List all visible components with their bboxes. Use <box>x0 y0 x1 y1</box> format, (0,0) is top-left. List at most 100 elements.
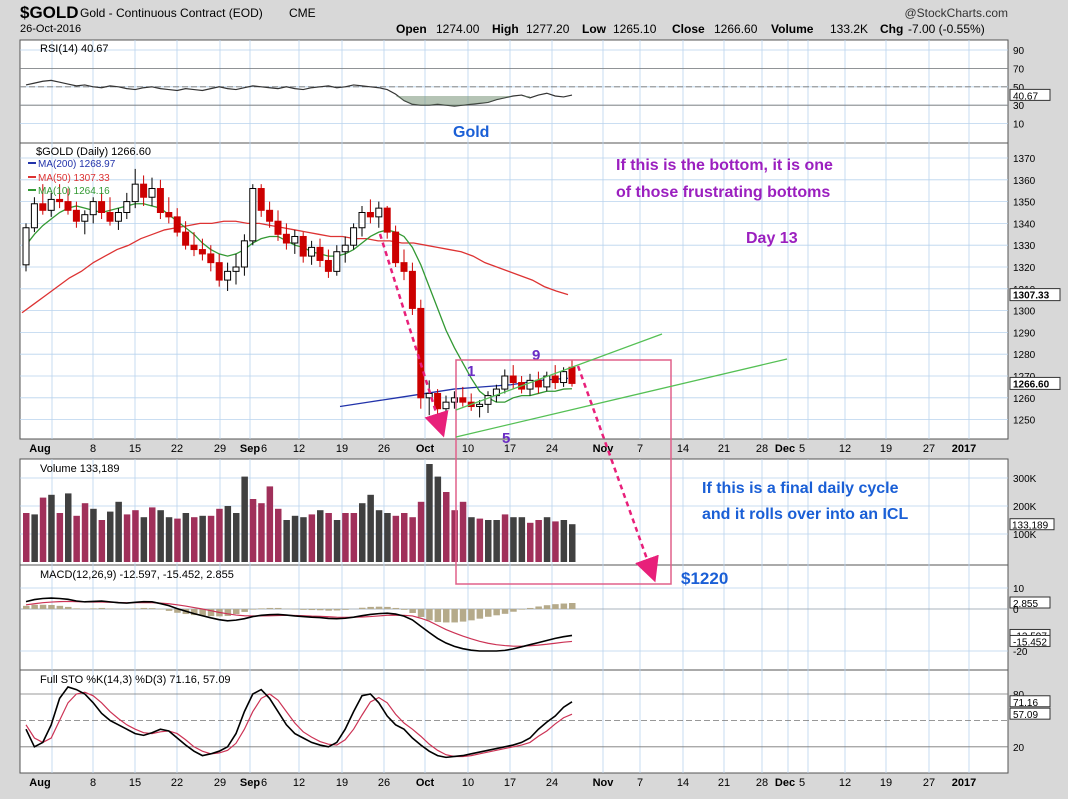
volume-bar <box>376 510 383 562</box>
candle-body <box>359 213 365 228</box>
volume-bar <box>527 523 534 562</box>
price-tick-label: 1360 <box>1013 176 1036 187</box>
x-tick-label: 21 <box>718 777 730 789</box>
candle-body <box>73 210 79 221</box>
volume-bar <box>183 513 190 562</box>
volume-bar <box>275 509 282 562</box>
volume-bar <box>359 503 366 562</box>
volume-bar <box>124 514 131 562</box>
candle-body <box>241 241 247 267</box>
candle-body <box>460 398 466 402</box>
exchange: CME <box>289 6 316 20</box>
volume-bar <box>435 477 442 562</box>
macd-histogram-bar <box>275 608 282 609</box>
x-tick-label: 29 <box>214 443 226 455</box>
x-tick-label: Aug <box>29 777 50 789</box>
macd-histogram-bar <box>519 609 526 610</box>
volume-bar <box>208 516 215 562</box>
rsi-tick-label: 30 <box>1013 101 1025 112</box>
volume-bar <box>40 498 47 562</box>
x-tick-label: 27 <box>923 777 935 789</box>
x-tick-label: 12 <box>839 443 851 455</box>
macd-histogram-bar <box>477 609 484 619</box>
volume-bar <box>502 514 509 562</box>
x-tick-label: Dec <box>775 443 795 455</box>
low-label: Low <box>582 22 607 36</box>
macd-histogram-bar <box>435 609 442 622</box>
macd-histogram-bar <box>23 606 30 609</box>
candle-body <box>409 271 415 308</box>
x-tick-label: 15 <box>129 443 141 455</box>
x-tick-label: 17 <box>504 777 516 789</box>
candle-body <box>40 204 46 211</box>
candle-body <box>82 215 88 222</box>
close-label: Close <box>672 22 705 36</box>
price-tick-label: 1260 <box>1013 394 1036 405</box>
candle-body <box>477 404 483 406</box>
volume-bar <box>510 517 517 562</box>
macd-histogram-bar <box>342 609 349 610</box>
candle-body <box>183 232 189 245</box>
volume-bar <box>267 486 274 562</box>
candle-body <box>199 250 205 254</box>
annotation-icl-line1: If this is a final daily cycle <box>702 480 899 497</box>
candle-body <box>31 204 37 228</box>
macd-title: MACD(12,26,9) -12.597, -15.452, 2.855 <box>40 569 234 581</box>
volume-bar <box>544 517 551 562</box>
macd-histogram-bar <box>233 609 240 614</box>
x-tick-label: 7 <box>637 443 643 455</box>
price-tick-label: 1250 <box>1013 416 1036 427</box>
volume-bar <box>57 513 64 562</box>
volume-tick-label: 200K <box>1013 502 1037 513</box>
x-tick-label: 26 <box>378 443 390 455</box>
candle-body <box>561 372 567 383</box>
macd-tick-label: 10 <box>1013 584 1025 595</box>
price-tick-label: 1370 <box>1013 154 1036 165</box>
volume-bar <box>107 512 114 562</box>
annotation-day13: Day 13 <box>746 230 798 247</box>
x-tick-label: 5 <box>799 443 805 455</box>
x-tick-label: Dec <box>775 777 795 789</box>
rsi-tick-label: 90 <box>1013 46 1025 57</box>
macd-histogram-bar <box>90 608 97 609</box>
candle-body <box>351 228 357 245</box>
macd-histogram-bar <box>241 609 248 612</box>
price-panel <box>20 143 1008 439</box>
volume-bar <box>283 520 290 562</box>
macd-histogram-bar <box>493 609 500 615</box>
volume-bar <box>174 519 181 562</box>
macd-histogram-bar <box>73 608 80 609</box>
volume-tick-label: 300K <box>1013 474 1037 485</box>
volume-bar <box>418 502 425 562</box>
x-tick-label: 14 <box>677 777 689 789</box>
candle-body <box>225 271 231 280</box>
macd-histogram-bar <box>149 608 156 609</box>
volume-bar <box>384 513 391 562</box>
x-tick-label: 26 <box>378 777 390 789</box>
macd-histogram-bar <box>443 609 450 622</box>
volume-bar <box>23 513 30 562</box>
volume-bar <box>569 524 576 562</box>
volume-bar <box>225 506 232 562</box>
x-tick-label: Sep <box>240 777 260 789</box>
candle-body <box>107 213 113 222</box>
chart-date: 26-Oct-2016 <box>20 23 81 35</box>
rsi-tick-label: 70 <box>1013 64 1025 75</box>
candle-body <box>216 263 222 280</box>
volume-bar <box>317 510 324 562</box>
macd-histogram-bar <box>393 608 400 609</box>
x-tick-label: 19 <box>336 777 348 789</box>
volume-bar <box>258 503 265 562</box>
macd-histogram-bar <box>384 607 391 609</box>
x-tick-label: 7 <box>637 777 643 789</box>
x-tick-label: 5 <box>799 777 805 789</box>
volume-bar <box>401 513 408 562</box>
volume-bar <box>31 514 38 562</box>
x-tick-label: 10 <box>462 443 474 455</box>
wave-label-9: 9 <box>532 347 540 364</box>
price-tick-label: 1300 <box>1013 307 1036 318</box>
volume-bar <box>485 520 492 562</box>
volume-bar <box>468 517 475 562</box>
macd-histogram-bar <box>544 605 551 609</box>
candle-body <box>233 267 239 271</box>
